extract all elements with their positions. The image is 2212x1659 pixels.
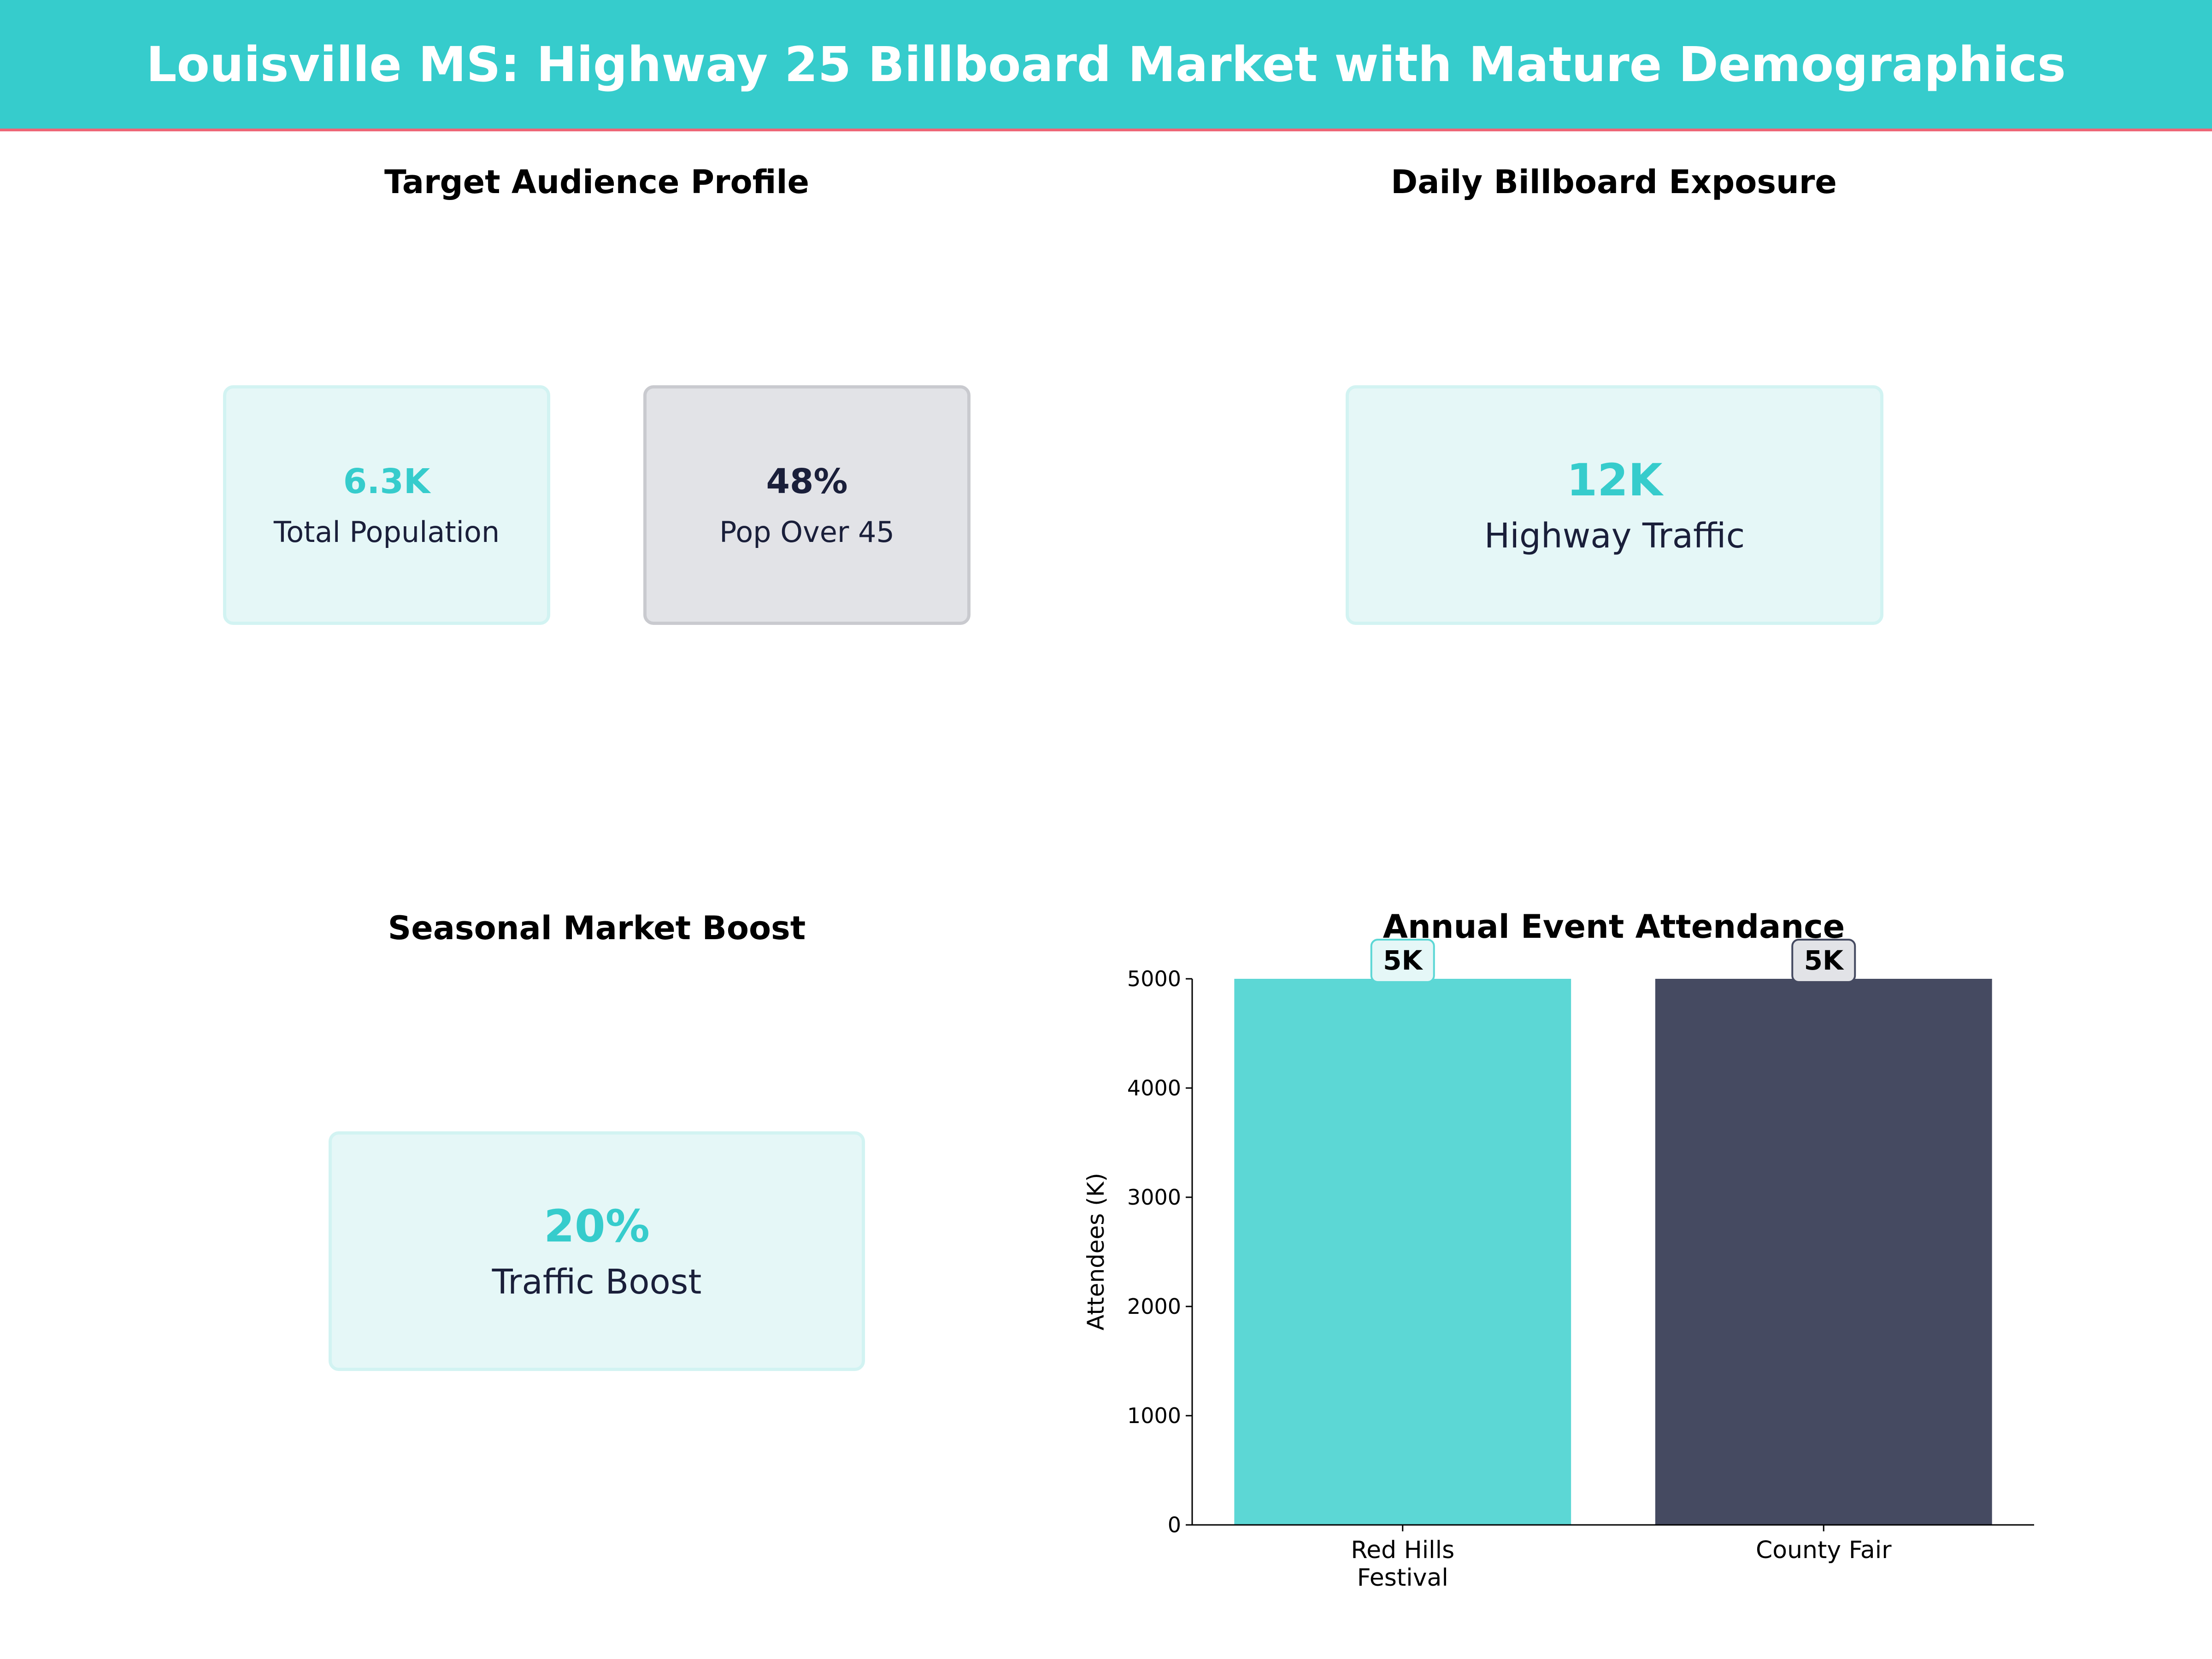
x-tick-label: Festival — [1357, 1564, 1448, 1592]
page-title: Louisville MS: Highway 25 Billboard Mark… — [146, 36, 2066, 93]
data-label-box — [1370, 939, 1435, 983]
exposure-panel-title: Daily Billboard Exposure — [1391, 163, 1837, 201]
x-tick-label: Red Hills — [1351, 1536, 1454, 1564]
card-label: Traffic Boost — [492, 1262, 702, 1302]
seasonal-panel-title: Seasonal Market Boost — [388, 909, 806, 947]
y-tick-label: 5000 — [1127, 966, 1181, 991]
card-label: Pop Over 45 — [719, 515, 894, 549]
card-label: Highway Traffic — [1484, 516, 1745, 556]
y-tick-label: 2000 — [1127, 1294, 1181, 1319]
y-axis-label: Attendees (K) — [1082, 1173, 1109, 1330]
card-value: 48% — [766, 461, 848, 501]
total-population-card: 6.3K Total Population — [223, 385, 550, 625]
audience-panel-title: Target Audience Profile — [384, 163, 809, 201]
bar-1 — [1655, 979, 1992, 1525]
bar-0 — [1234, 979, 1571, 1525]
y-tick-label: 3000 — [1127, 1185, 1181, 1210]
card-value: 6.3K — [343, 461, 430, 501]
header-banner: Louisville MS: Highway 25 Billboard Mark… — [0, 0, 2212, 131]
y-tick-label: 4000 — [1127, 1076, 1181, 1100]
traffic-boost-card: 20% Traffic Boost — [329, 1131, 865, 1371]
chart-title: Annual Event Attendance — [1383, 908, 1845, 946]
data-label-box — [1791, 939, 1856, 983]
pop-over-45-card: 48% Pop Over 45 — [643, 385, 971, 625]
card-label: Total Population — [273, 515, 500, 549]
card-value: 12K — [1566, 454, 1663, 506]
data-label: 5K — [1383, 945, 1423, 976]
data-label: 5K — [1804, 945, 1844, 976]
x-tick-label: County Fair — [1756, 1536, 1892, 1564]
y-tick-label: 1000 — [1127, 1403, 1181, 1428]
highway-traffic-card: 12K Highway Traffic — [1346, 385, 1883, 625]
card-value: 20% — [544, 1200, 650, 1252]
y-tick-label: 0 — [1168, 1512, 1181, 1537]
